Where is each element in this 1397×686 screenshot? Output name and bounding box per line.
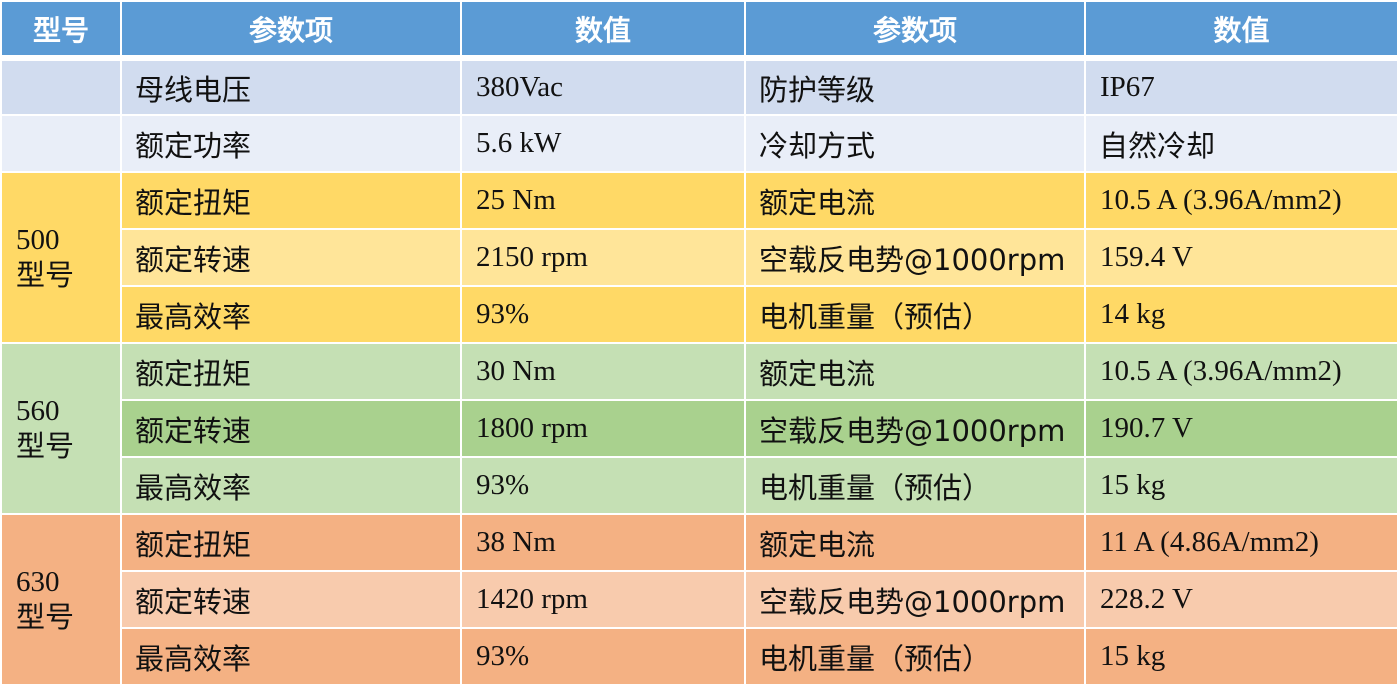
value-cell: 自然冷却: [1084, 114, 1397, 173]
model-number: 560: [16, 394, 60, 427]
value-cell: 93%: [460, 456, 746, 515]
table-row: 额定转速 1800 rpm 空载反电势@1000rpm 190.7 V: [1, 399, 1397, 458]
param-cell: 最高效率: [120, 456, 462, 515]
table-row: 630 型号 额定扭矩 38 Nm 额定电流 11 A (4.86A/mm2): [0, 513, 1397, 686]
param-cell: 电机重量（预估）: [744, 456, 1086, 515]
param-cell: 电机重量（预估）: [744, 627, 1086, 686]
model-number: 500: [16, 223, 60, 256]
value-cell: 5.6 kW: [460, 114, 746, 173]
model-cell-500: 500 型号: [0, 171, 122, 344]
table-row-rated-power: 额定功率 5.6 kW 冷却方式 自然冷却: [0, 114, 1397, 173]
model-word: 型号: [16, 599, 75, 634]
param-cell: 空载反电势@1000rpm: [744, 399, 1086, 458]
table-row: 最高效率 93% 电机重量（预估） 15 kg: [1, 627, 1397, 686]
param-cell: 最高效率: [120, 285, 462, 344]
value-cell: 1420 rpm: [460, 570, 746, 629]
value-cell: 25 Nm: [460, 171, 746, 230]
model-cell-empty: [0, 57, 122, 116]
param-cell: 空载反电势@1000rpm: [744, 570, 1086, 629]
table-row-bus-voltage: 母线电压 380Vac 防护等级 IP67: [0, 57, 1397, 116]
header-param-1: 参数项: [120, 0, 462, 61]
param-cell: 最高效率: [120, 627, 462, 686]
param-cell: 额定电流: [744, 513, 1086, 572]
value-cell: 228.2 V: [1084, 570, 1397, 629]
value-cell: 15 kg: [1084, 627, 1397, 686]
model-word: 型号: [16, 428, 75, 463]
param-cell: 额定扭矩: [120, 513, 462, 572]
param-cell: 额定电流: [744, 342, 1086, 401]
value-cell: 93%: [460, 285, 746, 344]
value-cell: 93%: [460, 627, 746, 686]
param-cell: 母线电压: [120, 57, 462, 116]
value-cell: IP67: [1084, 57, 1397, 116]
param-cell: 额定电流: [744, 171, 1086, 230]
model-word: 型号: [16, 257, 75, 292]
value-cell: 30 Nm: [460, 342, 746, 401]
model-number: 630: [16, 565, 60, 598]
table-row: 最高效率 93% 电机重量（预估） 15 kg: [1, 456, 1397, 515]
model-cell-560: 560 型号: [0, 342, 122, 515]
table-row: 560 型号 额定扭矩 30 Nm 额定电流 10.5 A (3.96A/mm2…: [0, 342, 1397, 515]
header-row: 型号 参数项 数值 参数项 数值: [0, 0, 1397, 61]
value-cell: 1800 rpm: [460, 399, 746, 458]
value-cell: 159.4 V: [1084, 228, 1397, 287]
param-cell: 额定扭矩: [120, 342, 462, 401]
header-value-1: 数值: [460, 0, 746, 61]
table-row: 额定转速 1420 rpm 空载反电势@1000rpm 228.2 V: [1, 570, 1397, 629]
value-cell: 10.5 A (3.96A/mm2): [1084, 342, 1397, 401]
table-row: 500 型号 额定扭矩 25 Nm 额定电流 10.5 A (3.96A/mm2…: [0, 171, 1397, 344]
value-cell: 190.7 V: [1084, 399, 1397, 458]
param-cell: 防护等级: [744, 57, 1086, 116]
value-cell: 2150 rpm: [460, 228, 746, 287]
model-cell-empty: [0, 114, 122, 173]
param-cell: 额定扭矩: [120, 171, 462, 230]
param-cell: 额定转速: [120, 570, 462, 629]
value-cell: 15 kg: [1084, 456, 1397, 515]
model-cell-630: 630 型号: [0, 513, 122, 686]
param-cell: 空载反电势@1000rpm: [744, 228, 1086, 287]
header-value-2: 数值: [1084, 0, 1397, 61]
param-cell: 额定转速: [120, 228, 462, 287]
value-cell: 14 kg: [1084, 285, 1397, 344]
value-cell: 380Vac: [460, 57, 746, 116]
param-cell: 电机重量（预估）: [744, 285, 1086, 344]
header-param-2: 参数项: [744, 0, 1086, 61]
table-row: 额定转速 2150 rpm 空载反电势@1000rpm 159.4 V: [1, 228, 1397, 287]
header-model: 型号: [0, 0, 122, 61]
param-cell: 冷却方式: [744, 114, 1086, 173]
value-cell: 11 A (4.86A/mm2): [1084, 513, 1397, 572]
value-cell: 38 Nm: [460, 513, 746, 572]
value-cell: 10.5 A (3.96A/mm2): [1084, 171, 1397, 230]
table-row: 最高效率 93% 电机重量（预估） 14 kg: [1, 285, 1397, 344]
param-cell: 额定功率: [120, 114, 462, 173]
param-cell: 额定转速: [120, 399, 462, 458]
